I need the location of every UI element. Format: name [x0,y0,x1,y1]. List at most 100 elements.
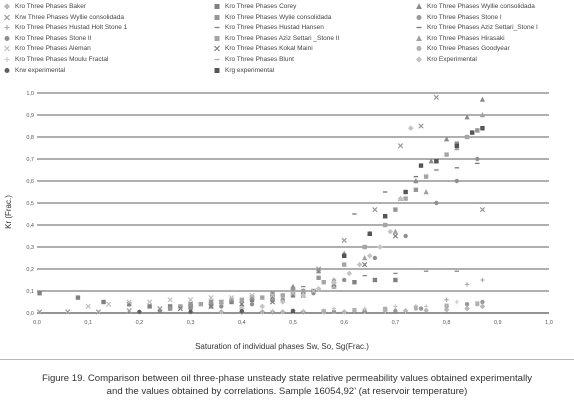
data-point [249,302,255,307]
data-point [37,291,42,296]
legend-label: Kro Three Phases Aleman [15,45,91,53]
legend-label: Kro Three Phases Moulu Fractal [15,56,109,63]
data-point [126,302,132,307]
data-point [167,306,173,311]
data-point [65,309,71,315]
y-tick-label: 0,3 [26,245,34,251]
legend-item: Kro Three Phases Baker [2,2,86,11]
legend-marker [4,25,10,31]
legend-label: Kro Experimental [427,56,477,63]
legend-marker [214,4,220,9]
data-point [239,301,245,307]
data-point [101,299,106,305]
data-point [208,303,214,310]
data-point [382,214,388,219]
series-19 [342,126,485,258]
legend-label: Kro Three Phases Baker [15,3,87,10]
data-point [387,228,394,235]
data-point [480,299,485,305]
legend-marker [4,35,10,41]
data-point [434,200,439,206]
data-point [444,152,449,157]
legend-label: Kro Three Phases Kokal Maini [225,45,313,53]
caption-line-2: and the values obtained by correlations.… [106,386,468,397]
data-point [479,96,486,102]
series-18 [137,308,296,315]
figure-caption: Figure 19. Comparison between oil three-… [0,372,574,398]
data-point [331,306,337,311]
legend-label: Kro Three Phases Wyllie consolidada [427,3,535,10]
legend-marker [416,14,422,20]
data-point [36,309,43,315]
data-point [480,277,485,283]
data-point [106,301,112,307]
data-point [444,136,450,142]
data-point [362,244,367,250]
y-tick-label: 0,6 [26,179,34,185]
series-11 [208,112,486,309]
legend-item: Kro Three Phases Aziz Settari_Stone I [414,23,538,32]
data-point [413,187,419,192]
data-point [188,302,193,307]
legend-marker [415,56,423,63]
data-point [341,237,347,244]
data-point [393,277,398,283]
data-point [300,288,306,294]
x-tick-label: 0,8 [443,320,451,326]
caption-divider [0,359,574,360]
data-point [219,299,224,305]
y-tick-label: 0,9 [26,113,34,119]
data-point [475,156,480,162]
data-point [367,253,373,259]
legend-item: Kro Three Phases Aziz Settari _Stone II [212,34,339,43]
data-point [310,288,317,294]
data-point [188,309,193,315]
data-point [342,262,347,267]
data-point [279,299,286,305]
data-point [249,292,255,299]
legend-label: Kro Three Phases Corey [225,3,297,10]
data-point [392,233,399,239]
data-point [126,299,132,305]
data-point [208,294,214,301]
data-point [342,253,347,258]
chart-legend: Kro Three Phases Baker Kro Three Phases C… [2,2,572,86]
data-point [382,307,388,312]
legend-marker [416,34,422,41]
data-point [279,309,286,315]
caption-line-1: Figure 19. Comparison between oil three-… [41,373,533,384]
data-point [464,134,470,140]
data-point [239,309,244,314]
x-tick-label: 0,4 [238,320,246,326]
data-point [423,307,429,314]
data-point [479,112,486,118]
data-point [157,308,163,313]
x-tick-label: 0,5 [289,320,297,326]
data-point [198,302,204,307]
series-15 [270,299,460,313]
legend-item: Kro Three Phases Corey [212,2,296,11]
data-point [464,305,470,312]
series-12 [85,283,337,310]
data-point [372,277,378,283]
data-point [393,207,398,212]
data-point [270,308,275,313]
legend-item: Kro Three Phases Moulu Fractal [2,55,108,64]
data-point [423,304,429,309]
x-tick-label: 0,6 [340,320,348,326]
data-point [443,306,450,313]
data-point [178,304,183,309]
y-axis-label: Kr (Frac.) [4,195,13,229]
data-point [362,306,367,311]
data-point [362,261,368,268]
legend-marker [214,35,220,41]
data-point [428,158,434,164]
x-axis-label: Saturation of individual phases Sw, So, … [195,342,369,351]
data-point [321,309,326,315]
data-point [434,159,439,164]
grid-lines [37,92,549,292]
data-point [147,299,153,305]
series-10 [178,134,470,309]
data-point [454,178,460,184]
data-point [367,231,372,236]
